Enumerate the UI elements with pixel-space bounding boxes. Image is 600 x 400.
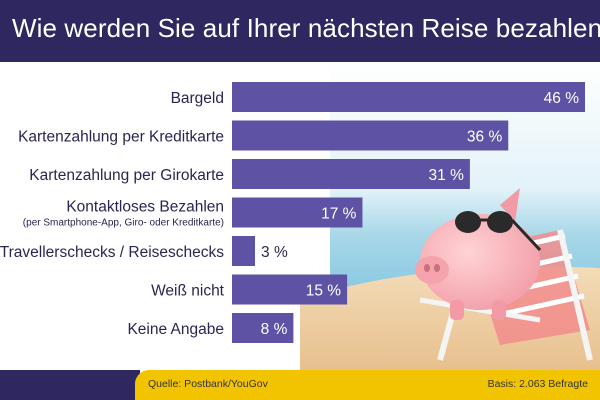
bar bbox=[232, 82, 585, 112]
value-label: 3 % bbox=[261, 244, 288, 261]
sunglasses-icon bbox=[455, 211, 542, 252]
value-label: 15 % bbox=[306, 283, 342, 300]
value-label: 17 % bbox=[321, 206, 357, 223]
bar bbox=[232, 120, 509, 151]
category-sublabel: (per Smartphone-App, Giro- oder Kreditka… bbox=[23, 218, 224, 229]
bar bbox=[232, 197, 363, 228]
bar bbox=[232, 274, 348, 305]
bar bbox=[232, 236, 256, 266]
value-label: 36 % bbox=[467, 129, 503, 146]
bar bbox=[232, 159, 470, 189]
header-band: Wie werden Sie auf Ihrer nächsten Reise … bbox=[0, 0, 600, 62]
piggy-bank-icon bbox=[415, 188, 542, 320]
value-label: 46 % bbox=[544, 90, 580, 107]
bar bbox=[232, 313, 294, 343]
bar-chart: Bargeld 46 % Kartenzahlung per Kreditkarte… bbox=[0, 62, 600, 370]
category-label: Travellerschecks / Reiseschecks bbox=[0, 244, 224, 261]
category-label: Keine Angabe bbox=[127, 321, 224, 338]
category-label: Kontaktloses Bezahlen bbox=[66, 199, 224, 216]
source-note: Quelle: Postbank/YouGov bbox=[148, 378, 268, 390]
footer-left-band bbox=[0, 370, 140, 400]
category-label: Bargeld bbox=[171, 90, 224, 107]
category-label: Kartenzahlung per Girokarte bbox=[29, 167, 224, 184]
value-label: 31 % bbox=[429, 167, 465, 184]
basis-note: Basis: 2.063 Befragte bbox=[487, 378, 588, 390]
category-label: Weiß nicht bbox=[151, 283, 225, 300]
footer-band bbox=[135, 370, 600, 400]
value-label: 8 % bbox=[261, 321, 288, 338]
category-label: Kartenzahlung per Kreditkarte bbox=[18, 129, 224, 146]
bar-layer: Bargeld 46 % Kartenzahlung per Kreditkarte… bbox=[0, 82, 585, 343]
chart-title: Wie werden Sie auf Ihrer nächsten Reise … bbox=[12, 13, 600, 43]
